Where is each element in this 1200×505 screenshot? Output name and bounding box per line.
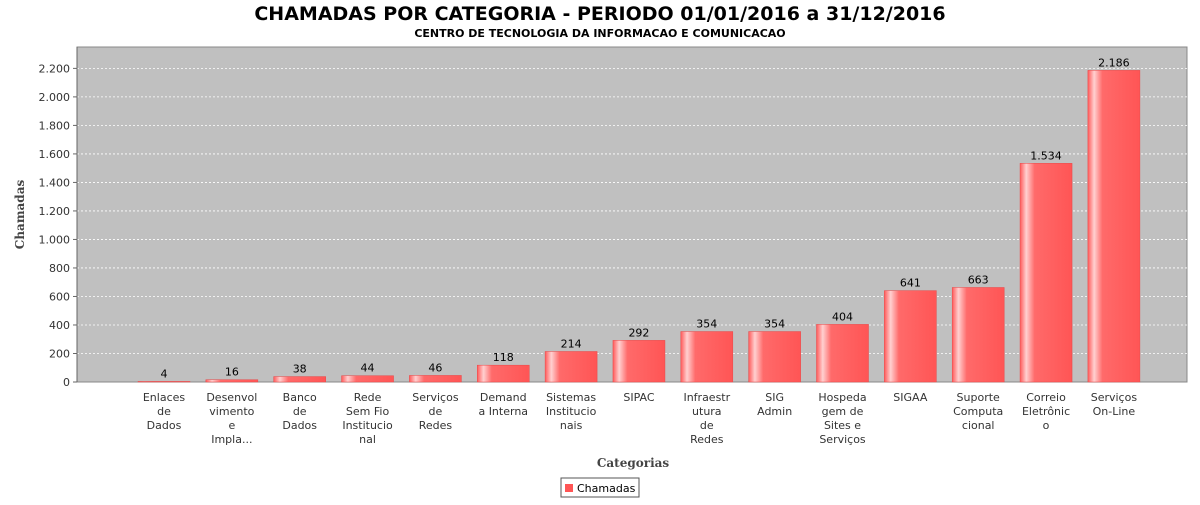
x-tick-label: Rede Sem Fio Institucio nal bbox=[342, 391, 393, 446]
y-tick-label: 1.000 bbox=[39, 233, 71, 246]
x-tick-label: Desenvol vimento e Impla... bbox=[206, 391, 257, 446]
y-tick-label: 0 bbox=[63, 376, 70, 389]
y-tick-label: 1.800 bbox=[39, 119, 71, 132]
y-tick-label: 200 bbox=[49, 347, 70, 360]
y-tick-label: 2.200 bbox=[39, 62, 71, 75]
data-label: 16 bbox=[225, 366, 239, 379]
data-label: 354 bbox=[764, 318, 785, 331]
x-tick-label: SIG Admin bbox=[757, 391, 792, 418]
data-label: 118 bbox=[493, 351, 514, 364]
y-tick-label: 600 bbox=[49, 290, 70, 303]
data-label: 641 bbox=[900, 277, 921, 290]
legend-box bbox=[560, 477, 640, 498]
y-axis-label: Chamadas bbox=[13, 180, 27, 250]
data-label: 292 bbox=[628, 326, 649, 339]
data-label: 46 bbox=[428, 361, 442, 374]
bar bbox=[273, 376, 326, 383]
legend-label: Chamadas bbox=[577, 482, 636, 495]
bar bbox=[1019, 163, 1073, 383]
bar bbox=[341, 375, 394, 383]
bar bbox=[612, 340, 666, 383]
y-tick-label: 2.000 bbox=[39, 91, 71, 104]
legend-swatch bbox=[565, 484, 573, 492]
x-tick-label: Correio Eletrônic o bbox=[1022, 391, 1070, 432]
y-tick-label: 800 bbox=[49, 262, 70, 275]
chart-subtitle: CENTRO DE TECNOLOGIA DA INFORMACAO E COM… bbox=[414, 27, 785, 40]
data-label: 2.186 bbox=[1098, 56, 1130, 69]
value-labels: 4 16 38 44 46 118 214 292 354 354 404 641 663 1.534 2.… bbox=[161, 56, 1130, 380]
data-label: 404 bbox=[832, 310, 853, 323]
bar bbox=[205, 379, 259, 383]
bar bbox=[748, 331, 801, 383]
x-tick-label: Sistemas Institucio nais bbox=[546, 391, 597, 432]
x-tick-label: SIPAC bbox=[623, 391, 654, 404]
x-tick-label: Enlaces de Dados bbox=[143, 391, 186, 432]
x-tick-label: Banco de Dados bbox=[282, 391, 317, 432]
y-tick-label: 1.200 bbox=[39, 205, 71, 218]
x-tick-label: Infraestr utura de Redes bbox=[683, 391, 730, 446]
x-tick-label: Serviços On-Line bbox=[1091, 391, 1138, 418]
x-tick-label: SIGAA bbox=[893, 391, 928, 404]
x-axis-categories: Enlaces de Dados Desenvol vimento e Impla... Ba… bbox=[143, 391, 1137, 446]
bar bbox=[680, 331, 734, 383]
y-tick-label: 1.400 bbox=[39, 176, 71, 189]
x-tick-label: Hospeda gem de Sites e Serviços bbox=[818, 391, 866, 446]
y-axis-ticks: 0 200 400 600 800 1.000 1.200 1.400 1.600 1.800 2.… bbox=[39, 47, 78, 389]
chart-title: CHAMADAS POR CATEGORIA - PERIODO 01/01/2… bbox=[254, 3, 945, 25]
legend: Chamadas bbox=[560, 477, 640, 498]
bar bbox=[951, 287, 1005, 383]
data-label: 354 bbox=[696, 318, 717, 331]
x-tick-label: Serviços de Redes bbox=[412, 391, 459, 432]
data-label: 44 bbox=[361, 362, 375, 375]
bar bbox=[884, 290, 937, 383]
bars bbox=[137, 70, 1141, 383]
x-axis-label: Categorias bbox=[597, 456, 670, 470]
data-label: 663 bbox=[968, 273, 989, 286]
data-label: 4 bbox=[161, 367, 168, 380]
data-label: 38 bbox=[293, 363, 307, 376]
x-tick-label: Suporte Computa cional bbox=[953, 391, 1003, 432]
data-label: 214 bbox=[561, 337, 582, 350]
x-tick-label: Demand a Interna bbox=[478, 391, 528, 418]
bar bbox=[816, 324, 869, 383]
y-tick-label: 1.600 bbox=[39, 148, 71, 161]
bar bbox=[137, 381, 191, 383]
bar bbox=[477, 364, 530, 383]
data-label: 1.534 bbox=[1030, 149, 1062, 162]
bar bbox=[544, 351, 598, 383]
bar bbox=[409, 375, 462, 383]
bar bbox=[1087, 70, 1141, 383]
y-tick-label: 400 bbox=[49, 319, 70, 332]
